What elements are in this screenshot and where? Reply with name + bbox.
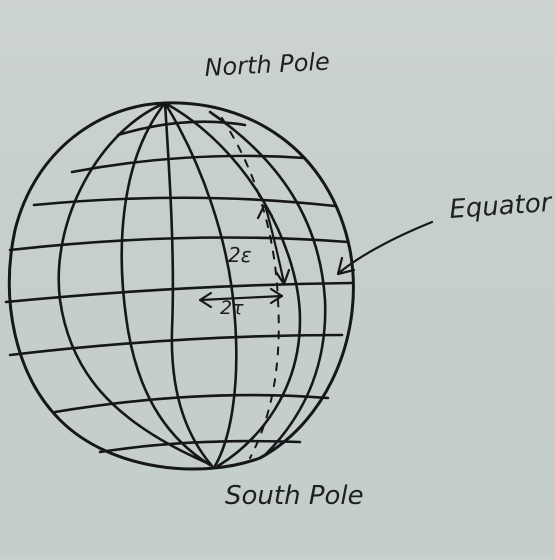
latitude-line: [4, 281, 354, 304]
longitude-lines: [57, 101, 327, 468]
south-pole-label: South Pole: [225, 481, 364, 511]
latitude-line: [8, 236, 350, 252]
latitude-line: [116, 120, 247, 137]
latitude-line: [70, 154, 307, 174]
sphere-outline: [7, 101, 355, 471]
lon-spacing-label: 2τ: [220, 297, 244, 319]
longitude-line: [163, 101, 238, 468]
longitude-line: [57, 101, 207, 464]
longitude-line: [163, 101, 214, 468]
lon-spacing-arrow: [198, 287, 284, 309]
longitude-line: [120, 101, 212, 467]
latitude-line: [8, 333, 344, 357]
latitude-line: [32, 196, 337, 208]
equator-pointer-arrow: [336, 220, 434, 276]
longitude-line: [208, 110, 327, 457]
dashed-meridian: [221, 117, 280, 459]
equator-label: Equator: [448, 188, 554, 225]
lat-spacing-arrow: [256, 202, 291, 286]
longitude-line: [163, 101, 302, 468]
north-pole-label: North Pole: [204, 47, 331, 82]
latitude-line: [53, 393, 330, 414]
lat-spacing-label: 2ε: [228, 243, 252, 267]
